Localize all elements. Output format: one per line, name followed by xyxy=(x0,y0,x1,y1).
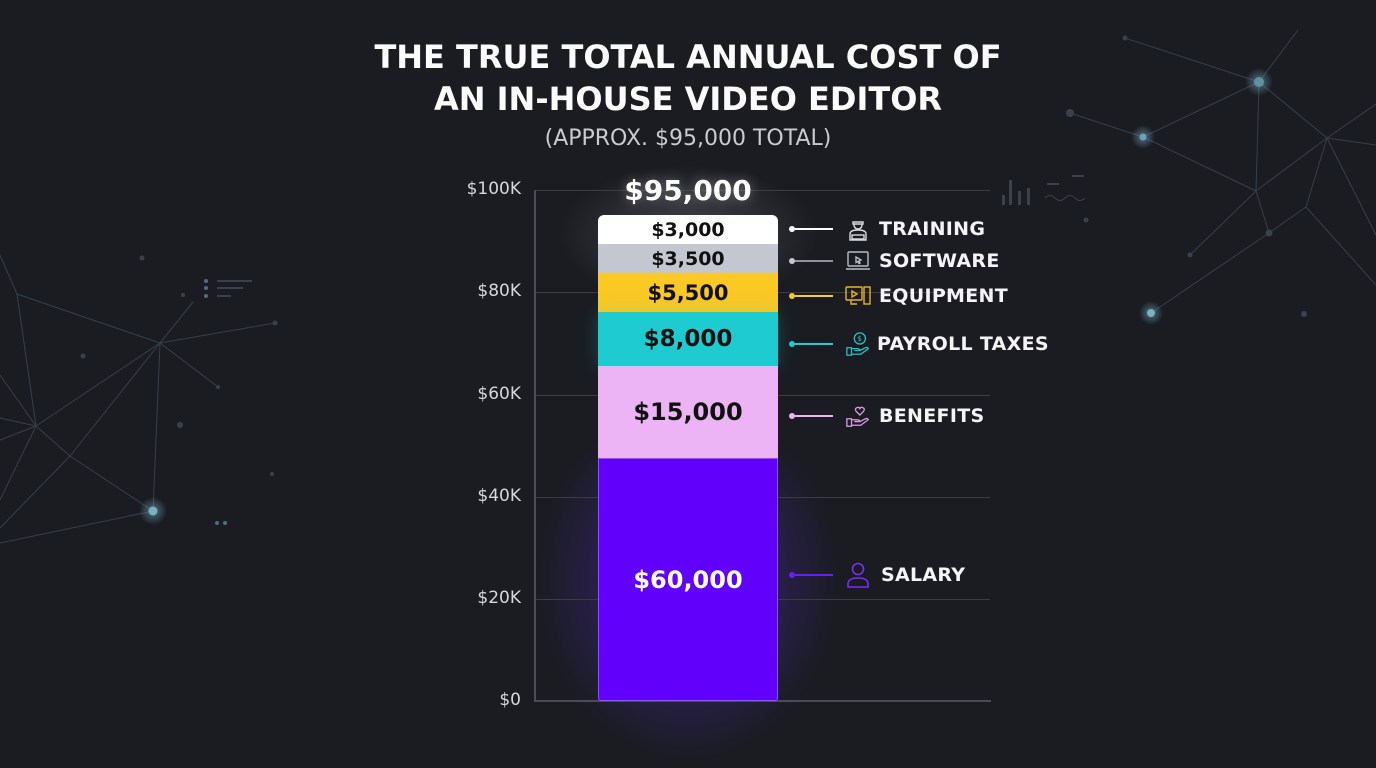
y-axis-line xyxy=(534,190,536,702)
bar-segment-payroll-taxes[interactable]: $8,000 xyxy=(598,312,778,366)
bar-segment-benefits[interactable]: $15,000 xyxy=(598,366,778,458)
legend-item-payroll-taxes: $ PAYROLL TAXES xyxy=(789,329,1049,359)
legend-connector xyxy=(795,260,833,262)
legend-dot xyxy=(789,258,795,264)
y-tick-20k: $20K xyxy=(477,588,521,608)
segment-value-software: $3,500 xyxy=(651,247,725,270)
legend-item-software: SOFTWARE xyxy=(789,246,1000,276)
hand-heart-icon xyxy=(845,403,871,429)
list-decoration-icon xyxy=(204,279,252,298)
legend-item-training: TRAINING xyxy=(789,214,985,244)
hand-coin-icon: $ xyxy=(845,331,871,357)
gridline-100k xyxy=(534,190,990,191)
legend-label-salary: SALARY xyxy=(881,564,966,586)
segment-value-training: $3,000 xyxy=(651,218,725,241)
legend-label-software: SOFTWARE xyxy=(879,250,1000,272)
legend-dot xyxy=(789,293,795,299)
legend-connector xyxy=(795,415,833,417)
legend-label-equipment: EQUIPMENT xyxy=(879,285,1009,307)
legend-connector xyxy=(795,574,833,576)
legend-dot xyxy=(789,413,795,419)
legend-item-benefits: BENEFITS xyxy=(789,401,984,431)
mini-chart-decoration-icon xyxy=(1002,175,1086,205)
laptop-cursor-icon xyxy=(845,248,871,274)
segment-value-benefits: $15,000 xyxy=(633,398,743,426)
person-icon xyxy=(845,562,871,588)
legend-dot xyxy=(789,572,795,578)
legend-connector xyxy=(795,343,833,345)
chart-title-line2: AN IN-HOUSE VIDEO EDITOR xyxy=(433,80,943,118)
trainer-icon xyxy=(845,216,871,242)
chart-title-line1: THE TRUE TOTAL ANNUAL COST OF xyxy=(374,38,1002,76)
y-tick-60k: $60K xyxy=(477,384,521,404)
y-tick-80k: $80K xyxy=(477,281,521,301)
legend-connector xyxy=(795,295,833,297)
legend-label-training: TRAINING xyxy=(879,218,986,240)
bar-segment-software[interactable]: $3,500 xyxy=(598,244,778,273)
legend-label-payroll-taxes: PAYROLL TAXES xyxy=(877,333,1049,355)
segment-value-salary: $60,000 xyxy=(633,565,743,594)
chart-subtitle: (APPROX. $95,000 TOTAL) xyxy=(544,126,832,151)
computer-video-icon xyxy=(845,283,871,309)
legend-dot xyxy=(789,226,795,232)
legend-dot xyxy=(789,341,795,347)
svg-text:$: $ xyxy=(857,334,862,343)
bar-segment-training[interactable]: $3,000 xyxy=(598,215,778,244)
bar-segment-salary[interactable]: $60,000 xyxy=(598,458,778,701)
bar-segment-equipment[interactable]: $5,500 xyxy=(598,273,778,312)
total-value-label: $95,000 xyxy=(624,174,752,207)
x-axis-line xyxy=(534,700,991,702)
segment-value-equipment: $5,500 xyxy=(647,280,729,305)
legend-label-benefits: BENEFITS xyxy=(879,405,985,427)
y-tick-40k: $40K xyxy=(477,486,521,506)
legend-item-salary: SALARY xyxy=(789,560,965,590)
legend-item-equipment: EQUIPMENT xyxy=(789,281,1008,311)
y-tick-0: $0 xyxy=(499,690,521,710)
segment-value-payroll-taxes: $8,000 xyxy=(643,326,733,352)
legend-connector xyxy=(795,228,833,230)
y-tick-100k: $100K xyxy=(466,179,521,199)
